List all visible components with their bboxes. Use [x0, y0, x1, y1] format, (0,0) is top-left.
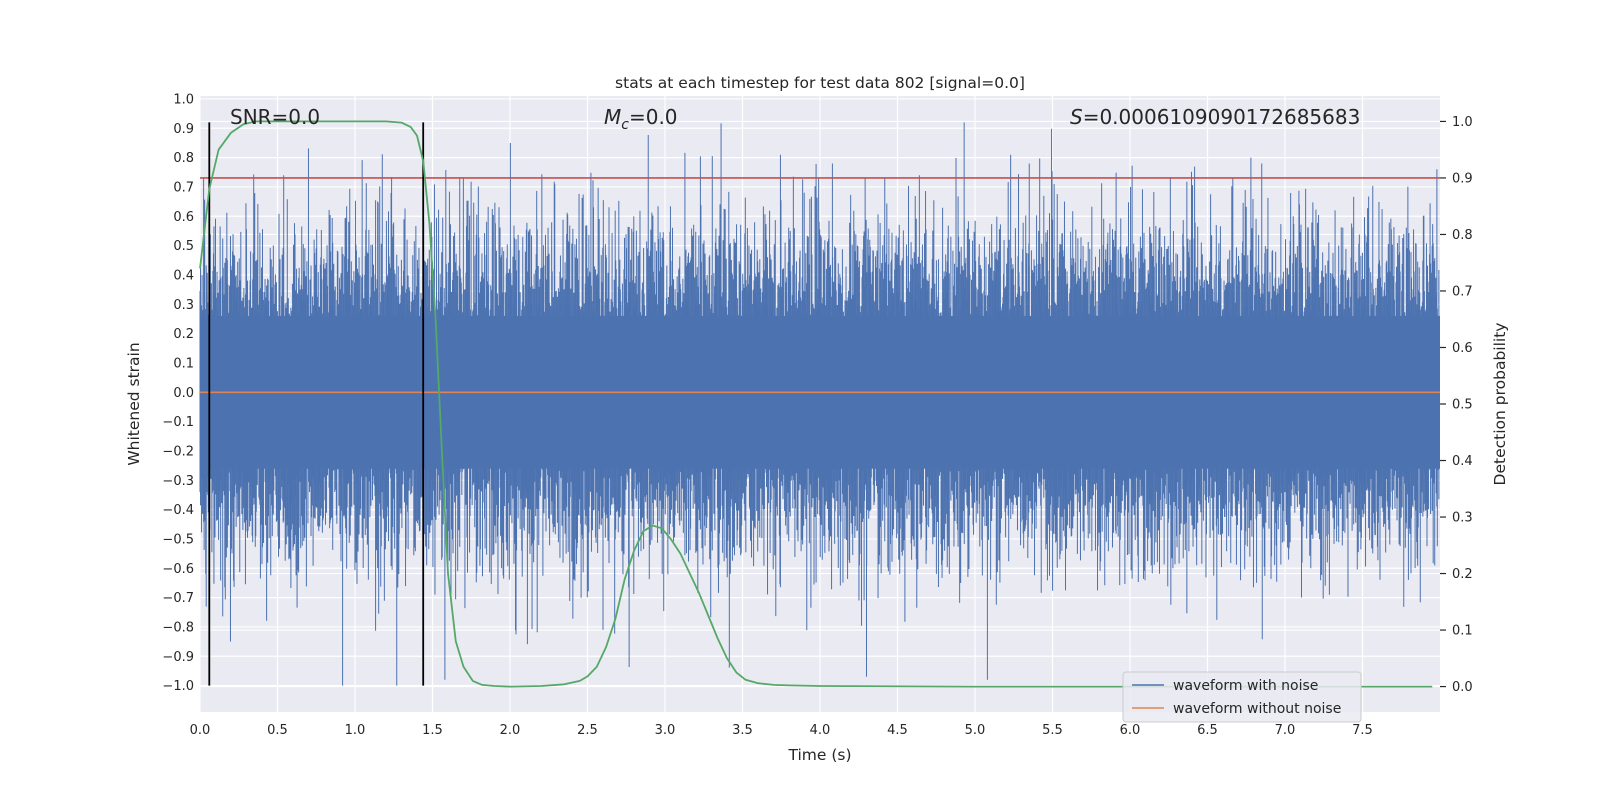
x-tick-label: 0.0 — [190, 723, 211, 738]
y-left-tick-label: 0.0 — [173, 386, 194, 401]
y-left-tick-label: −0.4 — [162, 503, 194, 518]
x-tick-label: 4.5 — [887, 723, 908, 738]
y-left-tick-label: −0.7 — [162, 591, 194, 606]
y-left-axis-ticks: 1.0 0.9 0.8 0.7 0.6 0.5 0.4 0.3 0.2 0.1 0.0 −0.1 −0.… — [162, 92, 194, 694]
y-left-axis-label: Whitened strain — [125, 342, 143, 465]
y-left-tick-label: 0.3 — [173, 298, 194, 313]
y-right-tick-label: 0.6 — [1452, 341, 1473, 356]
s-symbol: S — [1070, 105, 1083, 129]
chirp-mass-annotation: Mc=0.0 — [604, 105, 678, 133]
y-left-tick-label: 0.9 — [173, 122, 194, 137]
y-right-tick-label: 0.1 — [1452, 624, 1473, 639]
y-right-tick-label: 0.2 — [1452, 567, 1473, 582]
vertical-markers — [208, 122, 425, 686]
y-left-tick-label: −0.9 — [162, 650, 194, 665]
y-left-tick-label: −1.0 — [162, 679, 194, 694]
x-tick-label: 3.5 — [732, 723, 753, 738]
y-left-tick-label: −0.6 — [162, 562, 194, 577]
x-tick-label: 5.0 — [965, 723, 986, 738]
y-left-tick-label: 0.4 — [173, 268, 194, 283]
y-right-tick-label: 0.7 — [1452, 284, 1473, 299]
mc-value: =0.0 — [629, 105, 678, 129]
y-right-tick-label: 0.4 — [1452, 454, 1473, 469]
x-tick-label: 1.0 — [345, 723, 366, 738]
legend-box — [1122, 671, 1362, 723]
x-tick-label: 7.5 — [1352, 723, 1373, 738]
y-left-tick-label: 0.7 — [173, 180, 194, 195]
s-value: =0.0006109090172685683 — [1083, 105, 1361, 129]
x-tick-label: 6.0 — [1120, 723, 1141, 738]
y-left-tick-label: 0.6 — [173, 210, 194, 225]
legend: waveform with noise waveform without noi… — [1122, 671, 1362, 723]
y-right-tick-label: 1.0 — [1452, 115, 1473, 130]
y-right-tick-label: 0.8 — [1452, 228, 1473, 243]
x-axis-label: Time (s) — [787, 746, 851, 764]
x-tick-label: 1.5 — [422, 723, 443, 738]
chart-title: stats at each timestep for test data 802… — [615, 74, 1025, 92]
y-right-tick-label: 0.9 — [1452, 171, 1473, 186]
x-tick-label: 2.0 — [500, 723, 521, 738]
y-left-tick-label: −0.2 — [162, 444, 194, 459]
detection-probability-line — [199, 120, 1433, 688]
legend-entry-clean: waveform without noise — [1173, 701, 1341, 717]
x-tick-label: 4.0 — [810, 723, 831, 738]
y-right-tick-label: 0.5 — [1452, 398, 1473, 413]
legend-entry-noise: waveform with noise — [1173, 678, 1318, 694]
y-left-tick-label: −0.3 — [162, 474, 194, 489]
score-annotation: S=0.0006109090172685683 — [1070, 105, 1360, 129]
x-tick-label: 2.5 — [577, 723, 598, 738]
y-left-tick-label: 0.8 — [173, 151, 194, 166]
y-left-tick-label: −0.8 — [162, 620, 194, 635]
mc-subscript: c — [621, 117, 629, 133]
y-left-tick-label: −0.1 — [162, 415, 194, 430]
x-tick-label: 0.5 — [267, 723, 288, 738]
y-right-tick-label: 0.3 — [1452, 511, 1473, 526]
y-right-axis-label: Detection probability — [1491, 323, 1509, 486]
snr-annotation: SNR=0.0 — [230, 105, 320, 129]
y-left-tick-label: 1.0 — [173, 92, 194, 107]
y-left-tick-label: 0.2 — [173, 327, 194, 342]
x-tick-label: 6.5 — [1197, 723, 1218, 738]
y-right-tick-label: 0.0 — [1452, 680, 1473, 695]
y-left-tick-label: 0.5 — [173, 239, 194, 254]
x-tick-label: 5.5 — [1042, 723, 1063, 738]
y-right-axis-ticks: 1.0 0.9 0.8 0.7 0.6 0.5 0.4 0.3 0.2 0.1 0.0 — [1440, 115, 1473, 695]
mc-symbol: M — [604, 105, 621, 129]
y-left-tick-label: −0.5 — [162, 532, 194, 547]
x-tick-label: 7.0 — [1275, 723, 1296, 738]
x-axis-ticks: 0.0 0.5 1.0 1.5 2.0 2.5 3.0 3.5 4.0 4.5 5.0 5.5 6.0 6… — [190, 723, 1373, 738]
x-tick-label: 3.0 — [655, 723, 676, 738]
y-left-tick-label: 0.1 — [173, 356, 194, 371]
